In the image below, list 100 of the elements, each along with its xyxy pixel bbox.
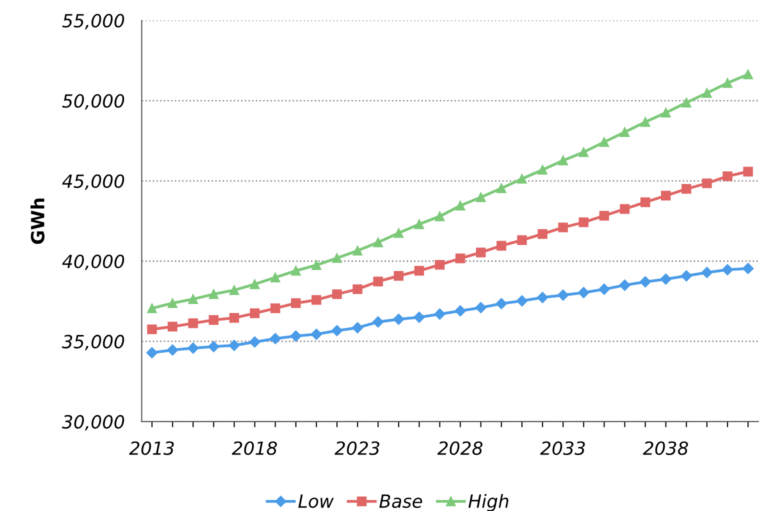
point [455, 254, 466, 264]
point [188, 294, 198, 304]
point [701, 266, 713, 278]
point [312, 260, 322, 270]
point [414, 266, 424, 276]
point [516, 295, 528, 307]
point [660, 190, 671, 201]
point [332, 289, 342, 300]
legend-label: Low [298, 494, 334, 508]
point [290, 330, 302, 342]
point [270, 333, 281, 344]
point [496, 298, 508, 310]
point [229, 313, 240, 323]
point [599, 210, 610, 221]
point [722, 264, 734, 276]
point [640, 276, 651, 288]
point [434, 260, 445, 270]
point [249, 336, 260, 348]
point [660, 108, 671, 118]
point [538, 164, 548, 175]
y-tick-label: 35,000 [62, 334, 124, 350]
point [702, 88, 712, 98]
legend-label: High [468, 494, 508, 511]
point [476, 192, 486, 202]
point [702, 178, 712, 188]
point [475, 302, 486, 314]
point [557, 290, 569, 301]
point [147, 303, 157, 314]
point [331, 324, 343, 336]
point [454, 305, 466, 316]
point [270, 303, 280, 314]
point [373, 237, 383, 248]
point [722, 171, 732, 182]
point [434, 211, 445, 222]
point [414, 312, 425, 323]
x-tick-label: 2033 [540, 441, 585, 455]
point [208, 341, 220, 352]
point [599, 137, 610, 147]
point [558, 156, 568, 166]
point [291, 266, 301, 276]
point [228, 340, 240, 351]
point [476, 248, 486, 258]
point [619, 280, 630, 291]
point [332, 253, 342, 263]
point [270, 272, 280, 282]
point [722, 78, 732, 88]
point [682, 184, 692, 194]
point [372, 316, 384, 328]
point [188, 318, 198, 328]
point [229, 285, 240, 296]
point [352, 322, 364, 334]
x-tick-label: 2013 [129, 441, 174, 455]
point [166, 344, 178, 356]
point [680, 270, 692, 282]
point [517, 174, 527, 184]
point [620, 204, 630, 214]
point [434, 308, 446, 320]
point [620, 127, 630, 137]
point [742, 262, 754, 274]
point [682, 98, 692, 108]
x-tick-label: 2023 [334, 441, 380, 455]
point [558, 222, 568, 232]
point [660, 273, 672, 285]
point [208, 315, 219, 325]
y-tick-label: 55,000 [62, 14, 124, 30]
y-axis-title: GWh [30, 198, 44, 244]
point [352, 284, 362, 294]
point [187, 342, 199, 354]
point [743, 166, 753, 176]
x-tick-label: 2018 [232, 441, 277, 455]
point [394, 228, 404, 238]
point [352, 246, 362, 256]
point [578, 286, 590, 298]
point [291, 298, 301, 308]
point [208, 289, 219, 300]
y-tick-label: 30,000 [62, 415, 124, 431]
x-tick-label: 2038 [642, 441, 688, 455]
point [496, 240, 506, 251]
y-tick-label: 40,000 [62, 254, 124, 270]
point [640, 117, 650, 127]
point [168, 298, 178, 308]
x-tick-label: 2028 [437, 441, 482, 455]
point [578, 147, 588, 158]
point [517, 235, 527, 245]
point [250, 279, 260, 290]
point [538, 229, 548, 239]
point [373, 276, 383, 286]
point [312, 295, 322, 305]
point [168, 322, 178, 332]
y-tick-label: 45,000 [62, 174, 124, 190]
point [147, 324, 157, 334]
point [640, 197, 650, 208]
point [146, 347, 158, 358]
legend-label: Base [379, 494, 422, 508]
point [536, 292, 548, 304]
point [743, 69, 753, 80]
point [250, 308, 260, 318]
point [393, 314, 404, 325]
point [598, 284, 610, 295]
point [496, 183, 506, 194]
